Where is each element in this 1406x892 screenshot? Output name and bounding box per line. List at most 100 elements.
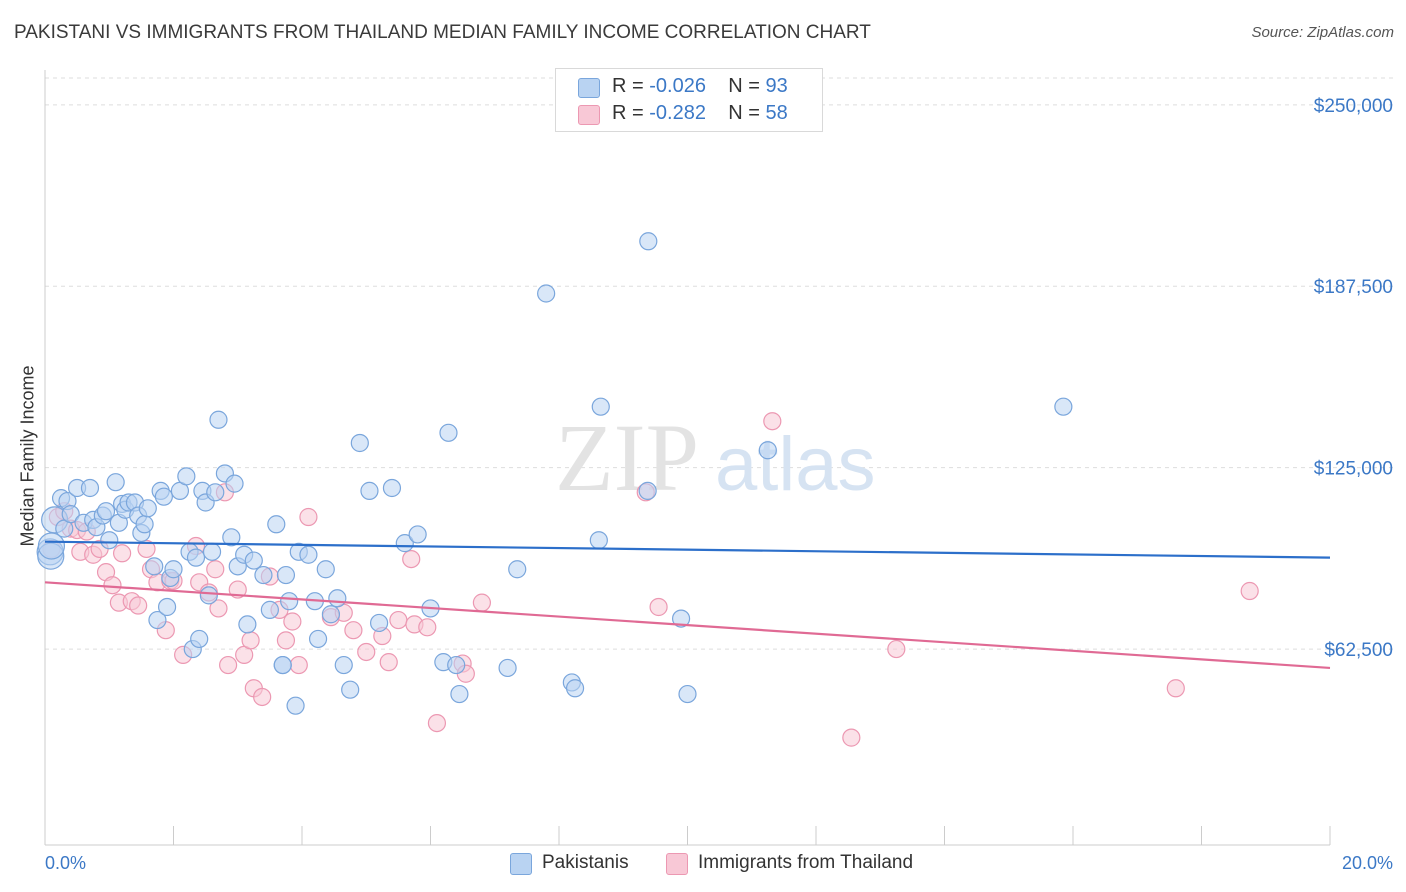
thailand-point (842, 728, 861, 747)
pakistanis-point (508, 560, 527, 579)
stats-text: R = -0.282 N = 58 (612, 102, 788, 124)
pakistanis-point (328, 589, 347, 608)
pakistanis-point (209, 410, 228, 429)
pakistanis-point (206, 483, 225, 502)
pakistanis-point (202, 542, 222, 561)
pakistanis-point (591, 397, 610, 416)
pakistanis-point (638, 481, 657, 500)
pakistanis-point (100, 531, 119, 550)
pakistanis-point (639, 232, 658, 251)
pakistanis-point (450, 684, 469, 704)
thailand-point (299, 507, 318, 527)
thailand-point (283, 612, 302, 631)
pakistanis-point (267, 515, 286, 534)
thailand-point (344, 621, 363, 640)
pakistanis-point (225, 474, 244, 493)
watermark: ZIP atlas (555, 404, 876, 511)
legend-label: Immigrants from Thailand (698, 852, 914, 873)
pakistanis-point (341, 680, 360, 699)
pakistanis-point (148, 610, 167, 630)
y-tick-label: $187,500 (1314, 277, 1393, 298)
pakistanis-point (1054, 397, 1073, 416)
legend-swatch-pink (666, 853, 688, 875)
axes (44, 70, 1331, 846)
pakistanis-point (498, 658, 517, 678)
thailand-point (1166, 679, 1185, 698)
thailand-point (472, 593, 491, 612)
pakistanis-point (382, 478, 402, 498)
pakistanis-point (321, 605, 341, 624)
pakistanis-point (244, 551, 263, 570)
pakistanis-point (565, 679, 585, 698)
pakistanis-point (316, 560, 335, 579)
pakistanis-point (138, 499, 157, 518)
thailand-point (241, 631, 260, 650)
chart-title: PAKISTANI VS IMMIGRANTS FROM THAILAND ME… (14, 22, 871, 43)
y-tick-labels: $62,500 $125,000 $187,500 $250,000 (1314, 96, 1393, 661)
pakistanis-point (273, 655, 292, 675)
x-tick-label: 20.0% (1342, 853, 1393, 873)
thailand-trend-line (44, 581, 1331, 670)
pakistanis-point (408, 525, 427, 544)
legend-swatch-blue (510, 853, 532, 875)
thailand-point (427, 713, 447, 733)
pakistanis-point (157, 597, 177, 617)
y-tick-label: $62,500 (1324, 640, 1393, 661)
watermark-atlas: atlas (715, 422, 876, 507)
pakistanis-point (334, 655, 353, 675)
pakistanis-point (439, 423, 458, 442)
stats-swatch-pink (578, 105, 600, 125)
pakistanis-point (350, 433, 369, 453)
pakistanis-trend-line (44, 540, 1331, 559)
thailand-point (389, 610, 408, 630)
stats-swatch-blue (578, 78, 600, 98)
pakistanis-point (280, 592, 299, 611)
thailand-point (112, 544, 132, 563)
pakistanis-point (758, 441, 777, 460)
y-tick-label: $125,000 (1314, 459, 1393, 480)
thailand-point (206, 560, 225, 579)
pakistanis-point (106, 473, 125, 492)
legend-label: Pakistanis (542, 852, 629, 873)
pakistanis-point (308, 629, 328, 649)
thailand-point (649, 597, 668, 617)
pakistanis-point (360, 481, 379, 500)
pakistanis-point (395, 534, 414, 553)
thailand-point (379, 653, 398, 672)
pakistanis-point (186, 548, 206, 567)
pakistanis-point (370, 613, 389, 633)
pakistanis-point (61, 505, 80, 524)
thailand-point (129, 596, 148, 615)
pakistanis-point (135, 515, 154, 534)
pakistanis-point (145, 557, 164, 576)
thailand-point (418, 618, 437, 637)
y-tick-label: $250,000 (1314, 96, 1393, 117)
pakistanis-point (254, 565, 273, 585)
trend-lines (44, 540, 1331, 670)
pakistanis-point (164, 560, 183, 579)
thailand-point (357, 642, 376, 662)
thailand-point (402, 549, 421, 569)
pakistanis-point (199, 586, 218, 605)
thailand-point (887, 639, 906, 659)
pakistanis-point (80, 478, 100, 498)
thailand-point (219, 655, 238, 675)
pakistanis-point (96, 502, 116, 521)
pakistanis-point (37, 532, 66, 560)
pakistanis-point (447, 655, 466, 675)
pakistanis-point (678, 684, 697, 704)
source-credit: Source: ZipAtlas.com (1251, 24, 1394, 41)
pakistanis-point (190, 629, 209, 649)
thailand-point (763, 412, 782, 431)
pakistanis-point (589, 531, 608, 550)
pakistanis-point (537, 284, 556, 303)
x-tick-label: 0.0% (45, 853, 86, 873)
pakistanis-point (276, 565, 296, 585)
x-tick-labels: 0.0% 20.0% (45, 853, 1393, 873)
thailand-point (1240, 581, 1259, 601)
series-pakistanis-points (36, 232, 1073, 715)
pakistanis-point (177, 467, 196, 486)
thailand-point (253, 687, 272, 707)
stats-box: R = -0.026 N = 93 R = -0.282 N = 58 (555, 68, 823, 132)
